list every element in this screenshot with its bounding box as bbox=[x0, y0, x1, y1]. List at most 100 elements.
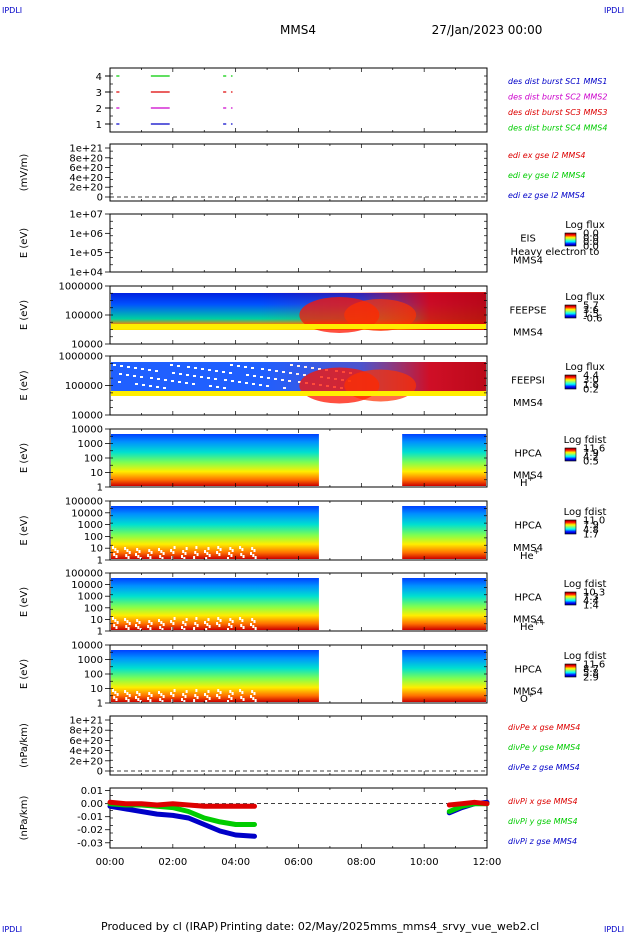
hpca_o-spectrogram-left bbox=[111, 650, 319, 702]
eis-colorbar-tick-label: 0.0 bbox=[583, 242, 599, 253]
feepsi-speckle bbox=[164, 379, 167, 381]
hpca_o-instrument-label: HPCA bbox=[514, 664, 542, 675]
eis-colorbar-tick-label: 0.0 bbox=[583, 237, 599, 248]
hpca_he2-speckle bbox=[208, 625, 211, 628]
hpca_he-spacecraft-label: MMS4 bbox=[513, 543, 543, 554]
hpca_he2-speckle bbox=[205, 628, 208, 631]
divpe-legend-item: divPe z gse MMS4 bbox=[508, 763, 580, 772]
hpca_he2-species-charge: ++ bbox=[534, 619, 546, 627]
hpca_he-speckle bbox=[115, 555, 118, 558]
burst-legend-item: des dist burst SC4 MMS4 bbox=[508, 124, 607, 133]
feepsi-speckle bbox=[209, 385, 212, 387]
feepsi-speckle bbox=[229, 372, 232, 374]
corner-label-tl: IPDLI bbox=[2, 6, 22, 15]
feepsi-speckle bbox=[222, 371, 225, 373]
hpca_he-speckle bbox=[242, 555, 245, 558]
hpca_he-speckle bbox=[216, 551, 219, 554]
hpca_o-speckle bbox=[251, 690, 254, 693]
hpca_he-speckle bbox=[193, 556, 196, 559]
hpca_he2-speckle bbox=[193, 627, 196, 630]
hpca_o-y-tick-label: 10 bbox=[90, 684, 103, 695]
hpca_he-speckle bbox=[252, 554, 255, 557]
divpi-legend-item: divPi y gse MMS4 bbox=[508, 817, 578, 826]
x-tick-label: 06:00 bbox=[284, 857, 313, 868]
feepsi-y-tick-label: 1000000 bbox=[58, 352, 103, 363]
hpca_he2-speckle bbox=[229, 618, 232, 621]
eis-colorbar-tick-label: 0.0 bbox=[583, 229, 599, 240]
feepsi-colorbar-tick-label: 4.4 bbox=[583, 371, 599, 382]
hpca_he2-speckle bbox=[126, 620, 129, 623]
hpca_he2-speckle bbox=[227, 628, 229, 631]
hpca_o-speckle bbox=[160, 693, 163, 696]
feepsi-y-label: E (eV) bbox=[19, 370, 30, 400]
hpca_o-speckle bbox=[171, 699, 174, 702]
hpca_he2-speckle bbox=[251, 618, 254, 621]
feepsi-speckle bbox=[185, 382, 188, 384]
burst-y-tick-label: 4 bbox=[96, 72, 102, 83]
burst-legend-item: des dist burst SC2 MMS2 bbox=[508, 93, 607, 102]
hpca_he-speckle bbox=[136, 548, 139, 551]
hpca_he-colorbar-title: Log fdist bbox=[564, 507, 607, 518]
hpca_he2-species-label: He++ bbox=[520, 619, 546, 633]
footer-produced-by: Produced by cl (IRAP) bbox=[101, 920, 218, 933]
hpca_o-speckle bbox=[162, 695, 165, 698]
hpca_he2-speckle bbox=[240, 624, 243, 627]
hpca_o-speckle bbox=[241, 691, 244, 694]
hpca_he2-speckle bbox=[241, 619, 244, 622]
eis-frame bbox=[109, 213, 488, 273]
eis-y-tick-label: 1e+05 bbox=[69, 248, 103, 259]
burst-legend-item: des dist burst SC1 MMS1 bbox=[508, 77, 607, 86]
feepsi-speckle bbox=[224, 379, 227, 381]
hpca_he-speckle bbox=[183, 557, 186, 560]
feepsi-speckle bbox=[150, 377, 153, 379]
hpca_he-species-charge: + bbox=[534, 548, 540, 556]
hpca_o-speckle bbox=[173, 689, 176, 692]
feepsi-colorbar-tick-label: 1.6 bbox=[583, 380, 599, 391]
hpca_he2-spectrogram-right bbox=[402, 578, 486, 630]
hpca_o-speckle bbox=[182, 693, 185, 696]
hpca_he-speckle bbox=[251, 547, 254, 550]
hpca_he2-y-tick-label: 100000 bbox=[65, 569, 103, 580]
hpca_he-speckle bbox=[160, 550, 163, 553]
hpca_o-y-tick-label: 10000 bbox=[71, 641, 103, 652]
hpca_he-speckle bbox=[241, 548, 244, 551]
hpca_he-speckle bbox=[217, 546, 220, 549]
hpca_he2-speckle bbox=[216, 622, 219, 625]
edi-y-label: (mV/m) bbox=[19, 154, 30, 192]
burst-frame bbox=[109, 67, 488, 133]
feepsi-speckle bbox=[148, 369, 151, 371]
feepsi-speckle bbox=[134, 367, 137, 369]
feepsi-colorbar-title: Log flux bbox=[565, 362, 605, 373]
hpca_he-speckle bbox=[147, 554, 150, 557]
hpca_o-speckle bbox=[207, 690, 210, 693]
feepsi-speckle bbox=[155, 370, 158, 372]
hpca_he2-instrument-label: HPCA bbox=[514, 592, 542, 603]
feepse-colorbar-tick-label: 5.7 bbox=[583, 301, 599, 312]
hpca_o-speckle bbox=[208, 697, 211, 700]
divpe-y-tick-label: 8e+20 bbox=[69, 726, 103, 737]
hpca_he2-speckle bbox=[125, 625, 128, 628]
hpca_he-colorbar-tick-label: 7.9 bbox=[583, 520, 599, 531]
hpca_o-speckle bbox=[135, 696, 137, 699]
hpca_h-y-tick-label: 1 bbox=[97, 483, 103, 494]
hpca_he-speckle bbox=[112, 546, 114, 549]
hpca_he2-speckle bbox=[231, 620, 234, 623]
feepse-y-tick-label: 10000 bbox=[71, 340, 103, 351]
hpca_h-y-label: E (eV) bbox=[19, 443, 30, 473]
feepsi-speckle bbox=[119, 373, 122, 375]
corner-label-tr: IPDLI bbox=[604, 6, 624, 15]
hpca_he-speckle bbox=[230, 554, 233, 557]
hpca_o-speckle bbox=[230, 697, 233, 700]
hpca_he-speckle bbox=[254, 556, 257, 559]
eis-colorbar-title: Log flux bbox=[565, 220, 605, 231]
hpca_he-speckle bbox=[250, 552, 252, 555]
hpca_he2-speckle bbox=[204, 621, 206, 624]
divpi-y-tick-label: 0.01 bbox=[81, 786, 103, 797]
divpi-series-z bbox=[107, 803, 257, 839]
hpca_he2-speckle bbox=[196, 624, 199, 627]
hpca_o-speckle bbox=[116, 693, 119, 696]
feepsi-speckle bbox=[216, 386, 219, 388]
hpca_he-speckle bbox=[149, 556, 152, 559]
plot-date: 27/Jan/2023 00:00 bbox=[432, 23, 543, 37]
